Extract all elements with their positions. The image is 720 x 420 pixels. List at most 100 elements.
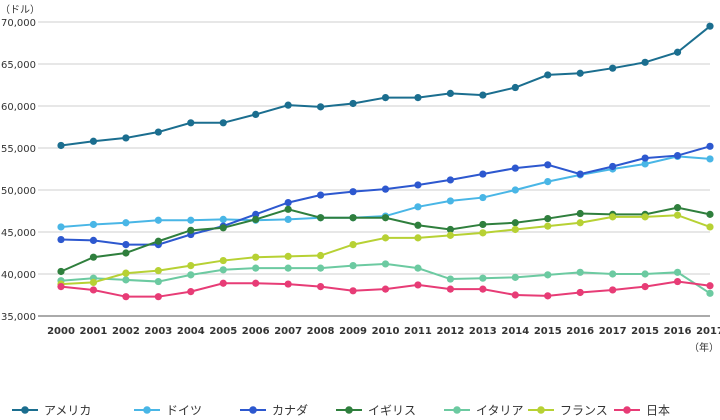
legend-swatch-marker	[453, 406, 461, 414]
data-point	[706, 155, 714, 163]
x-tick-label: 2007	[274, 326, 302, 337]
legend-label: フランス	[560, 404, 608, 418]
legend-label: カナダ	[272, 403, 308, 418]
data-point	[673, 277, 682, 286]
data-point	[154, 237, 162, 245]
data-point	[57, 223, 65, 231]
legend-label: アメリカ	[44, 404, 91, 418]
data-point	[706, 22, 714, 30]
data-point	[576, 69, 584, 77]
data-point	[187, 119, 195, 127]
data-point	[576, 268, 584, 276]
legend-label: イギリス	[368, 404, 416, 418]
data-point	[446, 231, 454, 239]
data-point	[479, 285, 487, 293]
x-tick-label: 2001	[80, 326, 108, 337]
x-axis-unit-label: （年）	[689, 341, 719, 354]
data-point	[381, 234, 390, 242]
y-axis-ticks: 35,000 40,000 45,000 50,000 55,000 60,000 65,0…	[1, 18, 36, 323]
data-point	[122, 249, 130, 257]
data-point	[544, 178, 552, 186]
data-point	[641, 154, 649, 162]
data-point	[706, 142, 714, 150]
x-tick-label: 2017	[599, 326, 627, 337]
data-point	[252, 215, 260, 223]
data-point	[511, 273, 519, 281]
data-point	[187, 226, 195, 234]
data-point	[122, 293, 130, 301]
legend-item: フランス	[528, 404, 608, 418]
data-point	[511, 186, 519, 194]
data-point	[154, 128, 162, 136]
legend-label: イタリア	[476, 404, 524, 418]
x-tick-label: 2013	[469, 326, 497, 337]
data-point	[511, 225, 519, 234]
data-point	[511, 219, 519, 227]
data-point	[706, 210, 714, 218]
data-point	[381, 285, 390, 293]
data-point	[673, 48, 682, 56]
data-point	[673, 268, 682, 276]
data-point	[479, 229, 487, 237]
data-point	[414, 264, 422, 272]
data-point	[284, 280, 292, 288]
data-point	[479, 91, 487, 99]
data-point	[187, 271, 195, 279]
data-point	[219, 256, 227, 265]
data-point	[89, 253, 98, 261]
y-tick-label: 45,000	[1, 228, 36, 239]
data-point	[381, 185, 390, 193]
x-tick-label: 2002	[112, 326, 140, 337]
data-point	[544, 222, 552, 230]
data-point	[544, 292, 552, 300]
data-point	[446, 275, 454, 283]
x-axis-ticks: 2000 2001 2002 2003 2004 2005 2006 2007 2008 2009…	[47, 326, 720, 337]
legend: アメリカ ドイツ カナダ イギリス イタリア フランス 日本	[12, 403, 670, 418]
data-point	[284, 101, 292, 109]
data-point	[414, 203, 422, 211]
data-point	[479, 220, 487, 229]
data-point	[89, 286, 98, 294]
data-point	[673, 204, 682, 212]
y-tick-label: 40,000	[1, 270, 36, 281]
data-point	[252, 253, 260, 261]
legend-item: 日本	[614, 404, 670, 418]
data-point	[284, 215, 292, 223]
data-point	[673, 211, 682, 219]
data-point	[57, 235, 65, 244]
data-point	[219, 266, 227, 274]
data-point	[122, 134, 130, 142]
data-point	[317, 214, 325, 222]
data-point	[511, 164, 519, 172]
data-point	[544, 214, 552, 223]
data-point	[609, 213, 617, 221]
data-point	[187, 262, 195, 270]
data-point	[252, 264, 260, 272]
data-point	[381, 260, 390, 268]
y-tick-label: 65,000	[1, 60, 36, 71]
data-point	[446, 89, 454, 97]
data-point	[89, 220, 98, 229]
data-point	[219, 215, 227, 223]
legend-label: 日本	[646, 404, 670, 418]
data-point	[414, 181, 422, 189]
y-tick-label: 70,000	[1, 18, 36, 29]
data-point	[122, 219, 130, 227]
data-point	[252, 279, 260, 287]
data-point	[187, 288, 195, 296]
data-point	[641, 213, 649, 221]
legend-swatch-marker	[249, 406, 257, 414]
data-point	[414, 221, 422, 229]
series-line	[60, 145, 711, 246]
x-tick-label: 2005	[209, 326, 237, 337]
data-point	[446, 285, 454, 293]
data-point	[349, 262, 357, 270]
y-axis-unit-label: （ドル）	[0, 4, 40, 16]
data-point	[609, 64, 617, 72]
data-point	[89, 278, 98, 286]
data-point	[576, 288, 584, 297]
data-point	[609, 162, 617, 171]
data-point	[317, 191, 325, 199]
series-group	[57, 260, 714, 297]
